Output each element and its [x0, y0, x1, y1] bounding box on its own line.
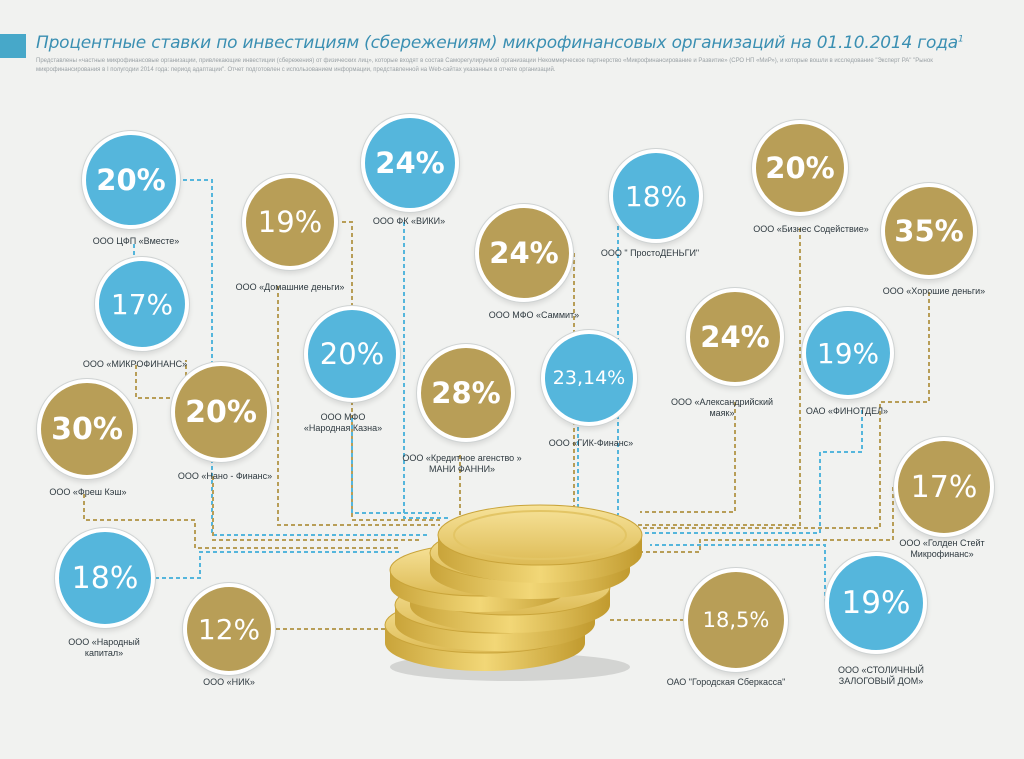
- org-name-label: ООО МФО «Народная Казна»: [303, 412, 383, 433]
- org-name-label: ООО «ГИК-Финанс»: [548, 438, 634, 448]
- org-name-label: ООО " ПростоДЕНЬГИ": [600, 248, 700, 258]
- connector-line: [155, 551, 400, 579]
- connector-line: [640, 402, 736, 513]
- org-name-label: ООО «Кредитное агенство » МАНИ ФАННИ»: [402, 453, 522, 474]
- org-name-label: ООО ЦФП «Вместе»: [92, 236, 180, 246]
- org-name-label: ООО «Бизнес Содействие»: [753, 224, 869, 234]
- connector-line: [403, 222, 450, 519]
- header-accent-bar: [0, 34, 26, 58]
- rate-badge: 19%: [242, 174, 338, 270]
- rate-badge: 18%: [609, 149, 703, 243]
- connector-line: [640, 410, 863, 534]
- rate-badge: 20%: [82, 131, 180, 229]
- org-name-label: ООО МФО «Саммит»: [488, 310, 580, 320]
- coin-1: [437, 504, 643, 583]
- source-note: Представлены «частные микрофинансовые ор…: [36, 58, 933, 73]
- page-title: Процентные ставки по инвестициям (сбереж…: [36, 33, 964, 53]
- rate-badge: 17%: [95, 257, 189, 351]
- org-name-label: ООО «СТОЛИЧНЫЙ ЗАЛОГОВЫЙ ДОМ»: [837, 665, 924, 686]
- rate-badge: 18%: [55, 528, 155, 628]
- connector-line: [212, 476, 420, 541]
- org-name-label: ООО «Александрийский маяк»: [670, 397, 774, 418]
- footnote-mark: 1: [958, 34, 964, 45]
- connector-line: [342, 221, 440, 521]
- rate-badge: 24%: [686, 288, 784, 386]
- rate-badge: 20%: [752, 120, 848, 216]
- org-name-label: ООО «Домашние деньги»: [235, 282, 345, 292]
- rate-badge: 20%: [171, 362, 271, 462]
- connector-line: [640, 487, 894, 553]
- org-name-label: ООО «Фреш Кэш»: [49, 487, 127, 497]
- rate-badge: 19%: [825, 552, 927, 654]
- connector-line: [183, 179, 430, 536]
- rate-badge: 24%: [475, 204, 573, 302]
- org-name-label: ООО «НИК»: [203, 677, 255, 687]
- rate-badge: 18,5%: [684, 568, 788, 672]
- coin-stack-illustration: [384, 504, 643, 681]
- rate-badge: 19%: [802, 307, 894, 399]
- connector-line: [650, 544, 826, 603]
- org-name-label: ОАО «ФИНОТДЕЛ»: [805, 406, 889, 416]
- rate-badge: 28%: [417, 344, 515, 442]
- rate-badge: 23,14%: [541, 330, 637, 426]
- org-name-label: ООО ФК «ВИКИ»: [372, 216, 446, 226]
- org-name-label: ООО «Народный капитал»: [68, 637, 140, 658]
- connector-line: [351, 418, 440, 514]
- rate-badge: 35%: [881, 183, 977, 279]
- org-name-label: ООО «Нано - Финанс»: [177, 471, 273, 481]
- org-name-label: ООО «МИКРОФИНАНС»: [82, 359, 188, 369]
- org-name-label: ООО «Хорошие деньги»: [882, 286, 986, 296]
- connector-line: [83, 494, 400, 549]
- org-name-label: ООО «Голден Стейт Микрофинанс»: [899, 538, 985, 559]
- connector-line: [640, 292, 930, 529]
- rate-badge: 12%: [183, 583, 275, 675]
- connector-line: [630, 228, 801, 526]
- rate-badge: 24%: [361, 114, 459, 212]
- rate-badge: 30%: [37, 379, 137, 479]
- rate-badge: 20%: [304, 306, 400, 402]
- org-name-label: ОАО "Городская Сберкасса": [666, 677, 786, 687]
- rate-badge: 17%: [894, 437, 994, 537]
- connector-line: [277, 286, 440, 526]
